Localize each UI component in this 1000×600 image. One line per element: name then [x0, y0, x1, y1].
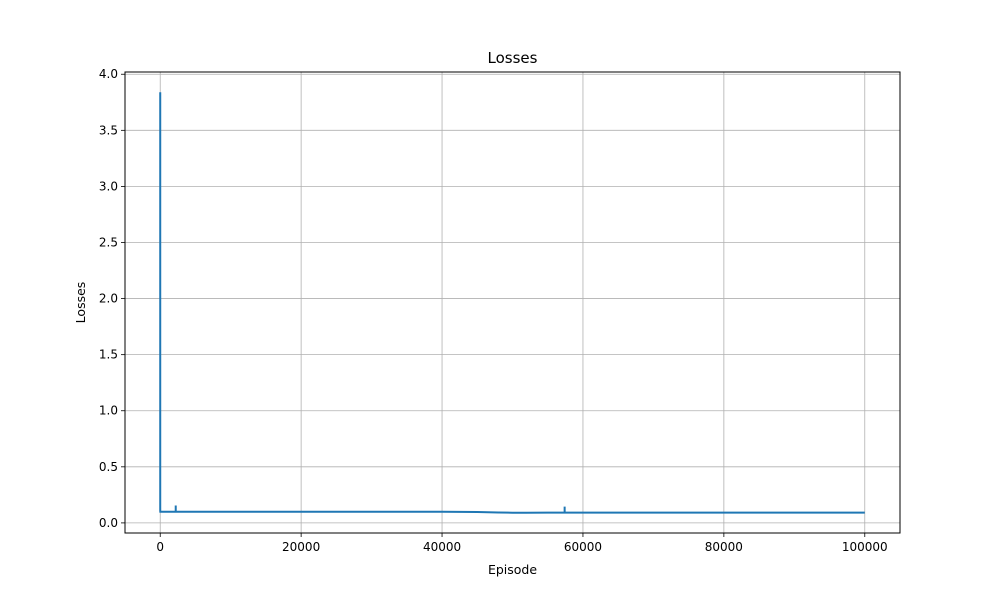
x-axis-label: Episode [488, 562, 537, 577]
x-tick-label: 60000 [564, 540, 602, 554]
y-axis-ticks: 0.0 0.5 1.0 1.5 2.0 2.5 3.0 3.5 4.0 [99, 67, 125, 530]
x-tick-label: 100000 [842, 540, 888, 554]
x-tick-label: 20000 [282, 540, 320, 554]
grid [125, 72, 900, 533]
y-tick-label: 0.5 [99, 460, 118, 474]
x-tick-label: 80000 [705, 540, 743, 554]
series-layer [159, 92, 865, 514]
plot-frame [124, 71, 901, 534]
y-tick-label: 1.0 [99, 404, 118, 418]
y-tick-label: 4.0 [99, 67, 118, 81]
y-tick-label: 2.5 [99, 235, 118, 249]
y-tick-label: 3.5 [99, 123, 118, 137]
y-tick-label: 2.0 [99, 292, 118, 306]
x-tick-label: 0 [156, 540, 164, 554]
chart-title: Losses [488, 49, 538, 67]
y-tick-label: 0.0 [99, 516, 118, 530]
y-axis-label: Losses [73, 282, 88, 324]
x-axis-ticks: 0 20000 40000 60000 80000 100000 [156, 533, 888, 554]
x-tick-label: 40000 [423, 540, 461, 554]
y-tick-label: 1.5 [99, 348, 118, 362]
y-tick-label: 3.0 [99, 179, 118, 193]
loss-series-line [159, 92, 865, 514]
